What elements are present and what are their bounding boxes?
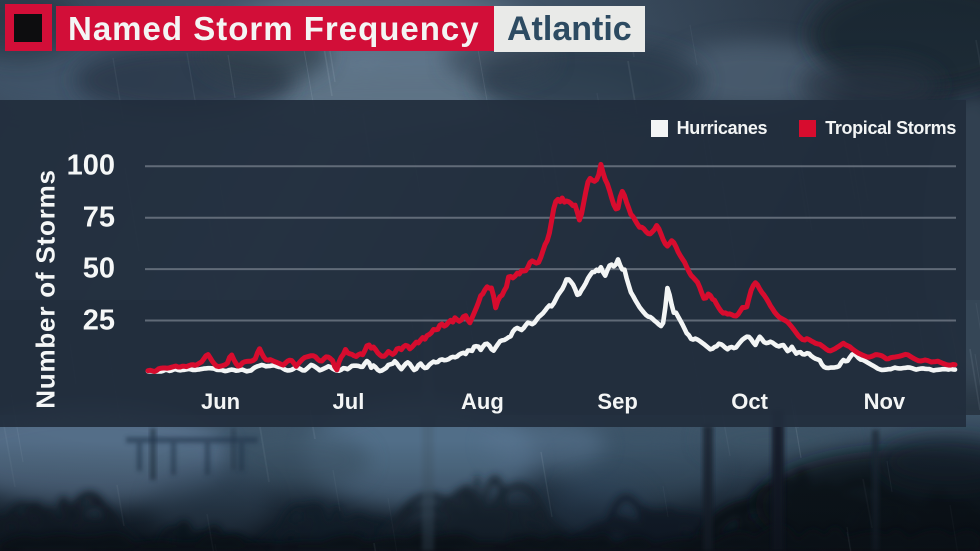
- x-tick-jul: Jul: [332, 389, 365, 414]
- bottom-frond-mass: [0, 525, 980, 551]
- palm-trunk: [703, 425, 713, 551]
- fog-patch: [230, 430, 370, 490]
- legend-label-hurricanes: Hurricanes: [676, 118, 768, 138]
- y-tick-75: 75: [82, 201, 115, 234]
- x-tick-sep: Sep: [597, 389, 638, 414]
- fog-patch: [485, 420, 605, 470]
- tropical-storms-swatch-icon: [799, 120, 817, 137]
- legend-item-tropical-storms: Tropical Storms: [799, 118, 956, 139]
- legend-item-hurricanes: Hurricanes: [650, 118, 768, 139]
- network-logo: [5, 4, 52, 51]
- network-logo-inner-square: [14, 14, 42, 42]
- palm-trunk: [772, 410, 784, 551]
- palm-trunk: [872, 430, 879, 551]
- page-title: Named Storm Frequency: [68, 9, 480, 47]
- railing-silhouette: [126, 437, 258, 475]
- y-tick-25: 25: [82, 304, 115, 336]
- fog-patch: [665, 40, 845, 110]
- legend-label-tropical-storms: Tropical Storms: [825, 118, 956, 138]
- palm-trunk: [231, 428, 236, 470]
- frond-mass-right-upper: [880, 436, 980, 488]
- x-tick-aug: Aug: [461, 389, 504, 414]
- x-tick-jun: Jun: [200, 389, 241, 414]
- region-tab-label: Atlantic: [507, 9, 632, 48]
- region-tab-atlantic[interactable]: Atlantic: [494, 6, 645, 52]
- y-tick-50: 50: [82, 252, 115, 285]
- palm-trunk: [150, 428, 156, 480]
- x-tick-nov: Nov: [863, 389, 906, 414]
- series-line-hurricanes: [145, 257, 958, 374]
- y-tick-100: 100: [66, 149, 115, 182]
- hurricanes-swatch-icon: [650, 120, 668, 137]
- chart-legend: Hurricanes Tropical Storms: [0, 118, 956, 139]
- series-line-tropical-storms: [145, 161, 958, 374]
- cloud-silhouette: [800, 60, 940, 110]
- title-banner: Named Storm Frequency: [56, 6, 494, 51]
- x-tick-oct: Oct: [731, 389, 768, 414]
